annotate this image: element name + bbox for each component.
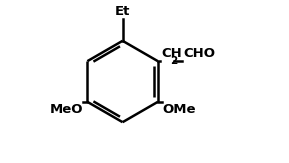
Text: 2: 2 xyxy=(170,56,177,66)
Text: CHO: CHO xyxy=(183,47,215,60)
Text: OMe: OMe xyxy=(162,103,196,116)
Text: Et: Et xyxy=(115,5,130,18)
Text: CH: CH xyxy=(161,47,182,60)
Text: MeO: MeO xyxy=(49,103,83,116)
